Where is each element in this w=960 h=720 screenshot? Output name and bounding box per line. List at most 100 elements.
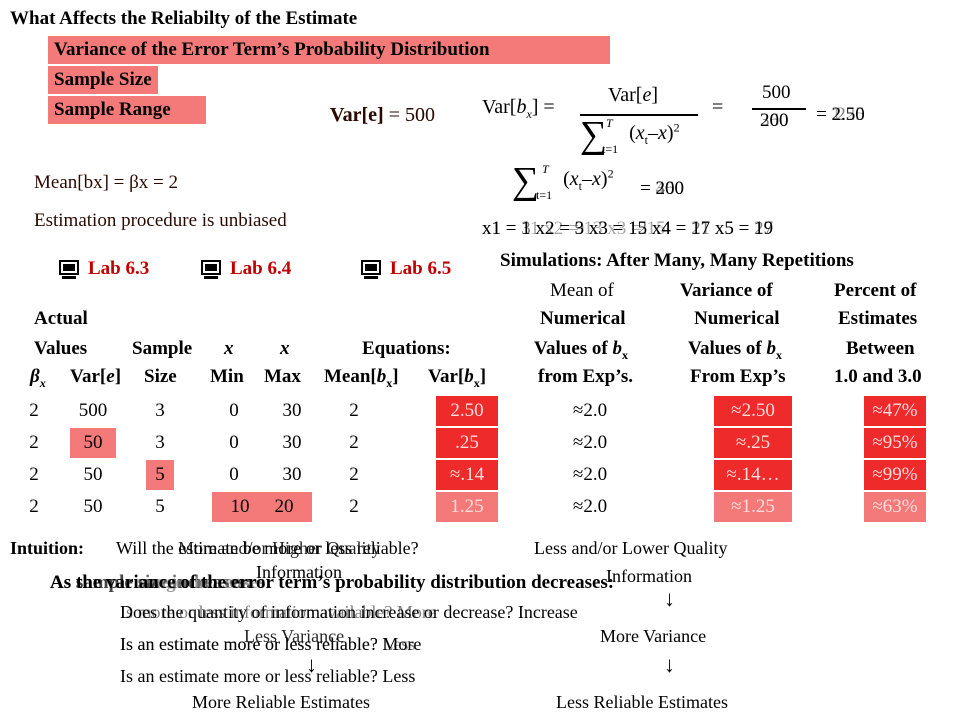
less-reliable-estimates: Less Reliable Estimates — [556, 692, 728, 712]
row3-max: 30 — [282, 464, 302, 485]
header-x-max: x — [280, 338, 290, 359]
fraction-denominator: 200 — [760, 110, 789, 131]
header-values-of-bx-1: Values of bx — [534, 338, 628, 362]
row1-var-e: 500 — [78, 400, 108, 421]
row1-pct: ≈47% — [864, 396, 926, 426]
lab-6-5-link[interactable]: Lab 6.5 — [360, 258, 451, 281]
sum-result: = 200 — [640, 178, 684, 199]
computer-icon — [361, 259, 381, 279]
question-quantity: Does the quantity of information increas… — [120, 602, 578, 622]
row2-max: 30 — [282, 432, 302, 453]
topic-error-variance: Variance of the Error Term’s Probability… — [48, 36, 610, 64]
row1-beta: 2 — [29, 400, 39, 421]
header-variance-of: Variance of — [680, 280, 773, 301]
intuition-less-quality: Less and/or Lower Quality — [534, 538, 728, 558]
computer-icon — [59, 259, 79, 279]
as-line-sample: As sample size increases: — [50, 572, 252, 593]
formula-equals: = — [712, 96, 724, 118]
header-beta: βx — [30, 366, 46, 390]
fraction-bar — [752, 108, 806, 110]
row4-var: 1.25 — [436, 492, 498, 522]
result-value-alt: = .25 — [816, 104, 856, 125]
intuition-more-quality: More and/or Higher Quality — [178, 538, 381, 558]
header-estimates: Estimates — [838, 308, 918, 329]
row2-mean: 2 — [349, 432, 359, 453]
simulations-header: Simulations: After Many, Many Repetition… — [500, 250, 854, 271]
question-reliable-less: Is an estimate more or less reliable? Le… — [120, 634, 416, 654]
formula-numerator: Var[e] — [608, 84, 658, 106]
header-x-min: x — [224, 338, 234, 359]
header-percent-of: Percent of — [834, 280, 917, 301]
row1-sim-var: ≈2.50 — [714, 396, 792, 426]
header-values: Values — [34, 338, 88, 359]
computer-icon — [201, 259, 221, 279]
down-arrow-top-right-icon: ↓ — [664, 586, 675, 611]
x-values: x1 = 1 x2 = 3 x3 = 15 x4 = 17 x5 = 19 — [482, 218, 774, 239]
less-variance: Less Variance — [244, 626, 345, 646]
row3-beta: 2 — [29, 464, 39, 485]
header-size: Size — [144, 366, 177, 387]
header-range: 1.0 and 3.0 — [834, 366, 922, 387]
more-reliable-estimates: More Reliable Estimates — [192, 692, 370, 712]
mean-line: Mean[bx] = βx = 2 — [34, 172, 179, 193]
as-line-error: As the variance of the error term’s prob… — [50, 572, 615, 593]
row1-mean: 2 — [349, 400, 359, 421]
row3-sim-mean: ≈2.0 — [572, 464, 608, 485]
header-actual: Actual — [34, 308, 88, 329]
x-values-alt2: x1 = 11 x2 = 13 x3 = 15 — [482, 218, 666, 239]
header-var-bx: Var[bx] — [428, 366, 487, 390]
var-e-label: Var[e] = 500 — [330, 104, 435, 126]
row4-min-max: 10 20 — [212, 492, 312, 522]
intuition-label: Intuition: — [10, 538, 85, 558]
fraction-denominator-alt: 360 — [760, 110, 789, 131]
question-more-info: Is more or less information available? M… — [120, 602, 436, 622]
header-var-e: Var[e] — [70, 366, 122, 387]
row2-var: .25 — [436, 428, 498, 458]
lab-6-4-link[interactable]: Lab 6.4 — [200, 258, 291, 281]
header-mean-bx: Mean[bx] — [324, 366, 399, 390]
sum-result-alt2: = 40 — [640, 178, 675, 199]
question-reliable-final: Is an estimate more or less reliable? Le… — [120, 666, 416, 686]
row1-var: 2.50 — [436, 396, 498, 426]
header-mean-of: Mean of — [550, 280, 614, 301]
as-line-range: As sample range decreases: — [50, 572, 272, 593]
formula-lhs: Var[bx] = — [482, 96, 555, 121]
slide-title: What Affects the Reliabilty of the Estim… — [10, 8, 358, 29]
header-numerical-2: Numerical — [694, 308, 780, 329]
row4-sim-mean: ≈2.0 — [572, 496, 608, 517]
information-right: Information — [606, 566, 692, 586]
header-max: Max — [264, 366, 301, 387]
row3-var: ≈.14 — [436, 460, 498, 490]
down-arrow-right-icon: ↓ — [664, 652, 675, 677]
row2-sim-var: ≈.25 — [714, 428, 792, 458]
row1-sim-mean: ≈2.0 — [572, 400, 608, 421]
header-values-of-bx-2: Values of bx — [688, 338, 782, 362]
row2-size: 3 — [155, 432, 165, 453]
header-numerical-1: Numerical — [540, 308, 626, 329]
row4-size: 5 — [155, 496, 165, 517]
row4-beta: 2 — [29, 496, 39, 517]
sum-result-alt: = 360 — [640, 178, 684, 199]
row2-var-e: 50 — [70, 428, 116, 458]
header-between: Between — [846, 338, 915, 359]
information-left: Information — [256, 562, 342, 582]
header-min: Min — [210, 366, 244, 387]
row4-pct: ≈63% — [864, 492, 926, 522]
row3-size: 5 — [146, 460, 174, 490]
result-value: = 2.50 — [816, 104, 865, 125]
row2-sim-mean: ≈2.0 — [572, 432, 608, 453]
header-from-exps-1: from Exp’s. — [538, 366, 633, 387]
down-arrow-left-icon: ↓ — [306, 652, 317, 677]
intuition-text: Will the estimate be more or less reliab… — [116, 538, 419, 558]
topic-sample-range: Sample Range — [48, 96, 206, 124]
unbiased-text: Estimation procedure is unbiased — [34, 210, 287, 231]
fraction-numerator: 500 — [762, 82, 791, 103]
header-equations: Equations: — [362, 338, 451, 359]
topic-sample-size: Sample Size — [48, 66, 158, 94]
row3-sim-var: ≈.14… — [714, 460, 792, 490]
lab-6-3-link[interactable]: Lab 6.3 — [58, 258, 149, 281]
row4-max: 20 — [274, 496, 294, 517]
header-sample: Sample — [132, 338, 193, 359]
